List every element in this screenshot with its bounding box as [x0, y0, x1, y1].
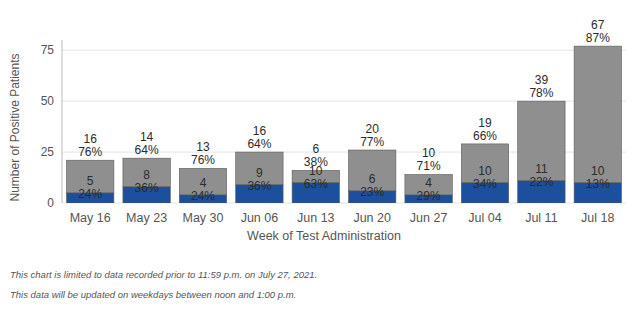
- percent-label: 64%: [135, 143, 159, 157]
- count-label: 14: [140, 130, 154, 144]
- x-tick-label: Jul 11: [525, 211, 557, 225]
- footnote: This chart is limited to data recorded p…: [10, 269, 317, 280]
- count-label: 16: [253, 124, 267, 138]
- count-label: 16: [84, 132, 98, 146]
- percent-label: 34%: [473, 177, 497, 191]
- x-tick-label: Jul 18: [581, 211, 614, 225]
- count-label: 6: [312, 142, 319, 156]
- chart: 0255075524%836%424%936%1063%623%429%1034…: [0, 0, 640, 320]
- count-label: 10: [478, 164, 492, 178]
- x-tick-label: Jun 27: [410, 211, 448, 225]
- percent-label: 38%: [304, 155, 328, 169]
- count-label: 4: [200, 176, 207, 190]
- percent-label: 64%: [247, 137, 271, 151]
- x-tick-label: Jun 13: [297, 211, 335, 225]
- data-labels: 524%836%424%936%1063%623%429%1034%1122%1…: [78, 18, 610, 203]
- percent-label: 24%: [78, 187, 102, 201]
- count-label: 20: [366, 122, 380, 136]
- x-tick-label: Jun 06: [241, 211, 279, 225]
- count-label: 10: [591, 164, 605, 178]
- footnote: This data will be updated on weekdays be…: [10, 289, 296, 300]
- grid-line: [62, 50, 626, 51]
- count-label: 19: [478, 116, 492, 130]
- percent-label: 78%: [529, 86, 553, 100]
- x-tick-label: Jun 20: [353, 211, 391, 225]
- count-label: 13: [196, 140, 210, 154]
- percent-label: 22%: [529, 175, 553, 189]
- bars: [67, 46, 622, 203]
- y-axis-line: [62, 40, 63, 203]
- percent-label: 71%: [417, 159, 441, 173]
- count-label: 10: [422, 146, 436, 160]
- count-label: 8: [143, 168, 150, 182]
- percent-label: 76%: [191, 153, 215, 167]
- x-tick-label: May 23: [126, 211, 167, 225]
- bar-segment: [574, 46, 621, 183]
- percent-label: 66%: [473, 129, 497, 143]
- y-tick-label: 50: [41, 94, 55, 108]
- x-tick-label: Jul 04: [468, 211, 501, 225]
- percent-label: 23%: [360, 185, 384, 199]
- count-label: 9: [256, 166, 263, 180]
- grid: [62, 50, 626, 203]
- bar-segment: [518, 101, 565, 180]
- percent-label: 36%: [247, 179, 271, 193]
- count-label: 6: [369, 172, 376, 186]
- percent-label: 77%: [360, 135, 384, 149]
- percent-label: 36%: [135, 181, 159, 195]
- percent-label: 24%: [191, 189, 215, 203]
- percent-label: 13%: [586, 177, 610, 191]
- percent-label: 76%: [78, 145, 102, 159]
- y-axis-title: Number of Positive Patients: [8, 53, 22, 201]
- percent-label: 87%: [586, 31, 610, 45]
- y-tick-label: 0: [47, 196, 54, 210]
- count-label: 11: [535, 162, 548, 176]
- x-axis-title: Week of Test Administration: [247, 229, 401, 243]
- y-tick-label: 25: [41, 145, 55, 159]
- x-tick-label: May 16: [70, 211, 111, 225]
- count-label: 67: [591, 18, 605, 32]
- percent-label: 63%: [304, 177, 328, 191]
- count-label: 39: [535, 73, 549, 87]
- count-label: 5: [87, 174, 94, 188]
- percent-label: 29%: [417, 189, 441, 203]
- x-tick-label: May 30: [183, 211, 224, 225]
- count-label: 4: [425, 176, 432, 190]
- y-tick-label: 75: [41, 43, 55, 57]
